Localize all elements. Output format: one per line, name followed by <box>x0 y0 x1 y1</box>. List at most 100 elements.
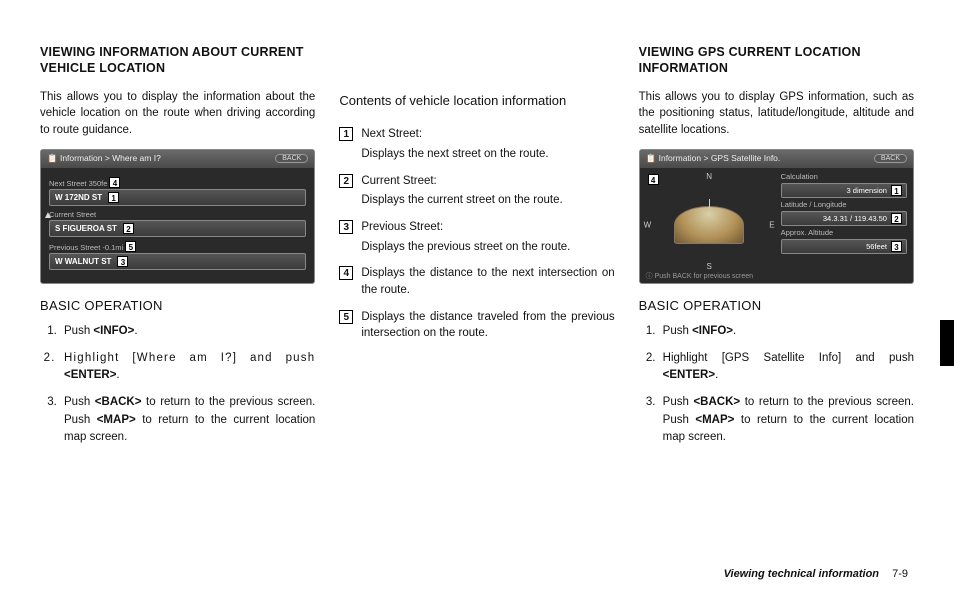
row1-badge1: 1 <box>108 192 119 203</box>
s3b: <BACK> <box>95 396 142 408</box>
s3d: <MAP> <box>97 414 136 426</box>
row3-badge3: 3 <box>117 256 128 267</box>
s33d: <MAP> <box>695 414 734 426</box>
back-pill: BACK <box>275 154 308 163</box>
desc-1: Displays the next street on the route. <box>361 146 548 163</box>
gps-val3: 56feet <box>866 242 887 251</box>
badge-3: 3 <box>339 220 353 234</box>
desc-2: Displays the current street on the route… <box>361 192 562 209</box>
gps-back-pill: BACK <box>874 154 907 163</box>
gps-lbl2: Latitude / Longitude <box>781 200 907 209</box>
gps-antenna <box>709 199 710 209</box>
lead-text: Contents of vehicle location information <box>339 92 614 110</box>
step-3-3: Push <BACK> to return to the previous sc… <box>659 394 914 446</box>
section-heading-gps: VIEWING GPS CURRENT LOCATION INFORMATION <box>639 44 914 77</box>
footer-page: 7-9 <box>892 568 908 580</box>
screenshot-title-text: Information > Where am I? <box>60 153 161 163</box>
gps-pill2: 34.3.31 / 119.43.50 2 <box>781 211 907 226</box>
head-1: Next Street: <box>361 126 548 143</box>
steps-list-1: Push <INFO>. Highlight [Where am I?] and… <box>40 323 315 447</box>
step-3-2: Highlight [GPS Satellite Info] and push … <box>659 350 914 385</box>
subheading-basic-operation-3: BASIC OPERATION <box>639 298 914 313</box>
compass-s: S <box>706 262 711 271</box>
screenshot-content: Next Street 350fe 4 W 172ND ST 1 Current… <box>41 168 314 277</box>
item-5: 5 Displays the distance traveled from th… <box>339 309 614 342</box>
desc-3: Displays the previous street on the rout… <box>361 239 570 256</box>
s2b: <ENTER> <box>64 369 116 381</box>
column-3: VIEWING GPS CURRENT LOCATION INFORMATION… <box>639 44 914 456</box>
desc-5: Displays the distance traveled from the … <box>361 309 614 342</box>
gps-val2: 34.3.31 / 119.43.50 <box>823 214 887 223</box>
gps-title-text: Information > GPS Satellite Info. <box>659 153 781 163</box>
badge-4: 4 <box>339 266 353 280</box>
gps-badge4: 4 <box>648 174 659 185</box>
row3-text: W WALNUT ST <box>55 257 111 266</box>
gps-body: 4 N S E W Calculation 3 dimension 1 Latit… <box>640 168 913 283</box>
s31b: <INFO> <box>692 325 733 337</box>
row1: W 172ND ST 1 <box>49 189 306 206</box>
item-4: 4 Displays the distance to the next inte… <box>339 265 614 298</box>
section-heading-vehicle-location: VIEWING INFORMATION ABOUT CURRENT VEHICL… <box>40 44 315 77</box>
s1c: . <box>134 325 137 337</box>
footer-title: Viewing technical information <box>724 568 879 580</box>
s32c: . <box>715 369 718 381</box>
desc-4: Displays the distance to the next inters… <box>361 265 614 298</box>
column-1: VIEWING INFORMATION ABOUT CURRENT VEHICL… <box>40 44 315 456</box>
row2-text: S FIGUEROA ST <box>55 224 117 233</box>
row3-label: Previous Street -0.1mi 5 <box>49 241 306 252</box>
badge-2: 2 <box>339 174 353 188</box>
head-2: Current Street: <box>361 173 562 190</box>
row1-label: Next Street 350fe 4 <box>49 177 306 188</box>
gps-footer-text: Push BACK for previous screen <box>655 273 753 280</box>
gps-b3: 3 <box>891 241 902 252</box>
item-2: 2 Current Street: Displays the current s… <box>339 173 614 209</box>
item-1: 1 Next Street: Displays the next street … <box>339 126 614 162</box>
item-3: 3 Previous Street: Displays the previous… <box>339 219 614 255</box>
gps-titlebar: 📋 Information > GPS Satellite Info. BACK <box>640 150 913 168</box>
row2: S FIGUEROA ST 2 <box>49 220 306 237</box>
s2c: . <box>116 369 120 381</box>
row3-badge5: 5 <box>125 241 136 252</box>
compass-e: E <box>769 221 774 230</box>
gps-dome <box>674 206 744 244</box>
screenshot-gps: 📋 Information > GPS Satellite Info. BACK… <box>639 149 914 284</box>
s32a: Highlight [GPS Satellite Info] and push <box>663 352 914 364</box>
step-1-2: Highlight [Where am I?] and push <ENTER>… <box>60 350 315 385</box>
row1-label-text: Next Street 350fe <box>49 179 107 188</box>
gps-right-panel: Calculation 3 dimension 1 Latitude / Long… <box>779 168 913 283</box>
gps-footer: ⓘ Push BACK for previous screen <box>646 271 753 281</box>
step-1-3: Push <BACK> to return to the previous sc… <box>60 394 315 446</box>
screenshot-titlebar: 📋 Information > Where am I? BACK <box>41 150 314 168</box>
row1-text: W 172ND ST <box>55 193 102 202</box>
gps-lbl1: Calculation <box>781 172 907 181</box>
row2-badge2: 2 <box>123 223 134 234</box>
s3a: Push <box>64 396 95 408</box>
compass-w: W <box>644 221 652 230</box>
step-1-1: Push <INFO>. <box>60 323 315 340</box>
gps-val1: 3 dimension <box>847 186 887 195</box>
screenshot-where-am-i: 📋 Information > Where am I? BACK ▲ Next … <box>40 149 315 284</box>
row3-label-text: Previous Street -0.1mi <box>49 243 123 252</box>
s31a: Push <box>663 325 692 337</box>
s2a: Highlight [Where am I?] and push <box>64 352 315 364</box>
row3: W WALNUT ST 3 <box>49 253 306 270</box>
screenshot-title: 📋 Information > Where am I? <box>47 153 161 164</box>
gps-pill1: 3 dimension 1 <box>781 183 907 198</box>
gps-b2: 2 <box>891 213 902 224</box>
page-columns: VIEWING INFORMATION ABOUT CURRENT VEHICL… <box>40 44 914 456</box>
row2-label: Current Street <box>49 210 306 219</box>
subheading-basic-operation-1: BASIC OPERATION <box>40 298 315 313</box>
s1b: <INFO> <box>93 325 134 337</box>
s33a: Push <box>663 396 694 408</box>
compass-n: N <box>706 172 712 181</box>
s31c: . <box>733 325 736 337</box>
badge-1: 1 <box>339 127 353 141</box>
s1a: Push <box>64 325 93 337</box>
step-3-1: Push <INFO>. <box>659 323 914 340</box>
intro-text-3: This allows you to display GPS informati… <box>639 89 914 139</box>
intro-text-1: This allows you to display the informati… <box>40 89 315 139</box>
page-footer: Viewing technical information 7-9 <box>724 568 908 580</box>
gps-lbl3: Approx. Altitude <box>781 228 907 237</box>
head-3: Previous Street: <box>361 219 570 236</box>
gps-b1: 1 <box>891 185 902 196</box>
